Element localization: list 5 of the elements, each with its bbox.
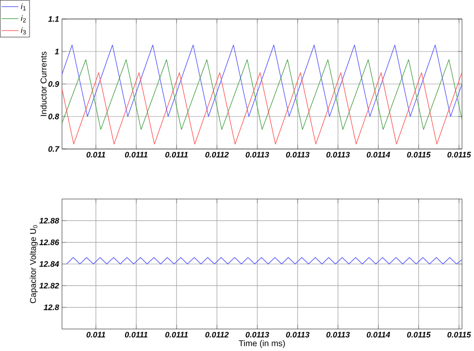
y-axis-title: Capacitor Voltage U$_{0}$: [30, 225, 38, 304]
line-series: [62, 44, 462, 117]
y-axis-title: Inductor Currents: [40, 52, 47, 116]
x-axis-title: Time (in ms): [238, 340, 285, 348]
line-series: [62, 59, 462, 130]
